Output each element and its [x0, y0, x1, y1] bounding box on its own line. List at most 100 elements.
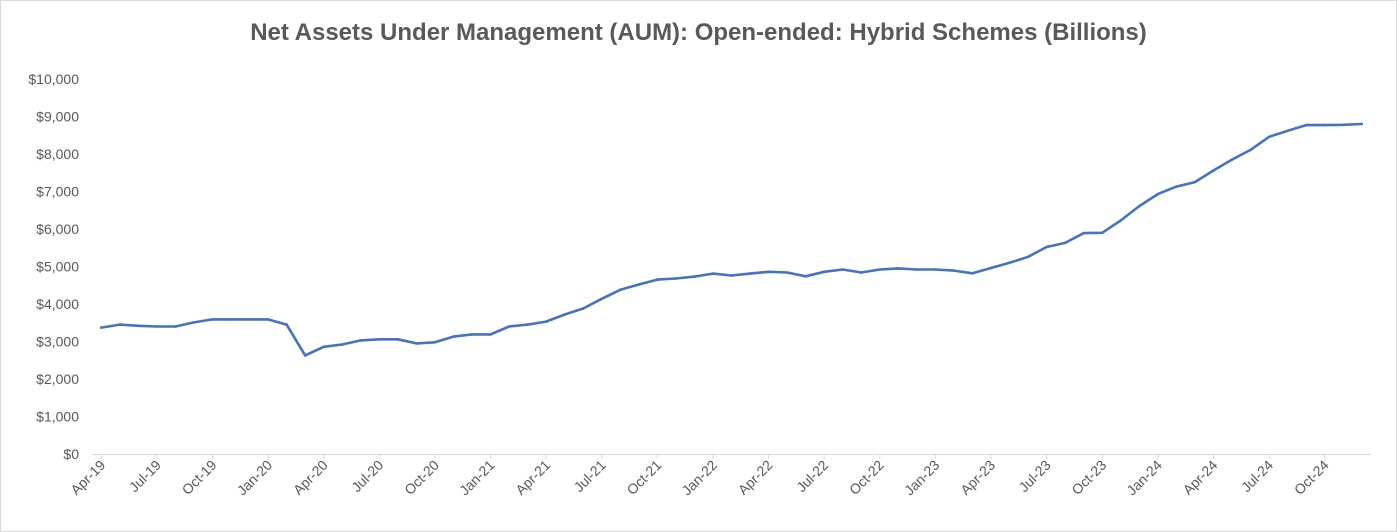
data-point: [1100, 231, 1104, 235]
data-point: [1175, 185, 1178, 188]
data-point: [952, 269, 956, 272]
data-point: [1008, 261, 1011, 265]
data-point: [1267, 135, 1271, 139]
x-tick-label: Jan-21: [456, 457, 498, 499]
data-point: [711, 272, 715, 275]
data-point: [1360, 122, 1363, 126]
data-point: [860, 271, 863, 274]
data-point: [730, 274, 733, 277]
data-point: [1026, 255, 1030, 259]
data-point: [489, 333, 492, 336]
y-tick-label: $8,000: [36, 146, 79, 162]
data-point: [563, 313, 566, 316]
data-point: [322, 345, 326, 349]
data-point: [1063, 241, 1067, 245]
data-point: [1156, 192, 1160, 196]
data-point: [396, 338, 400, 341]
data-point: [1341, 123, 1345, 127]
data-point: [1045, 245, 1048, 249]
data-point: [211, 318, 214, 321]
data-point: [1193, 180, 1197, 184]
x-tick-label: Oct-24: [1291, 457, 1332, 498]
data-point: [378, 338, 381, 341]
data-point: [1286, 129, 1289, 133]
data-point: [581, 307, 585, 310]
data-point: [303, 354, 307, 357]
x-tick-label: Jul-24: [1238, 457, 1276, 495]
data-point: [656, 278, 659, 281]
x-tick-label: Jul-22: [793, 457, 831, 495]
data-point: [748, 272, 752, 275]
data-point: [1082, 231, 1085, 235]
data-point: [841, 268, 844, 271]
data-point: [452, 335, 455, 338]
x-tick-label: Apr-22: [735, 457, 776, 498]
x-tick-label: Oct-21: [623, 457, 664, 498]
x-tick-label: Oct-22: [846, 457, 887, 498]
x-tick-label: Jan-24: [1123, 457, 1165, 499]
data-point: [767, 270, 770, 274]
data-point: [137, 324, 140, 328]
x-tick-label: Apr-23: [957, 457, 998, 498]
y-tick-label: $1,000: [36, 409, 79, 425]
data-point: [470, 333, 474, 336]
data-point: [971, 272, 974, 275]
data-point: [822, 270, 826, 274]
data-point: [674, 277, 678, 280]
data-point: [100, 326, 103, 329]
data-point: [804, 275, 807, 278]
data-point: [693, 275, 696, 278]
y-tick-label: $4,000: [36, 296, 79, 312]
x-tick-label: Oct-23: [1068, 457, 1109, 498]
y-tick-label: $9,000: [36, 109, 79, 125]
y-axis: $0 $1,000 $2,000 $3,000 $4,000 $5,000 $6,000 $7…: [28, 71, 79, 462]
data-point: [637, 283, 641, 286]
data-point: [433, 341, 437, 344]
data-point: [934, 268, 937, 271]
y-tick-label: $6,000: [36, 221, 79, 237]
y-tick-label: $7,000: [36, 184, 79, 200]
data-point: [192, 321, 196, 324]
x-tick-label: Apr-24: [1180, 457, 1221, 498]
data-point: [229, 318, 233, 321]
x-tick-label: Oct-20: [401, 457, 442, 498]
data-point: [415, 342, 418, 345]
data-point: [174, 325, 177, 328]
data-point: [118, 323, 122, 326]
x-tick-label: Apr-20: [290, 457, 331, 498]
x-tick-label: Jan-22: [678, 457, 720, 499]
x-axis: Apr-19 Jul-19 Oct-19 Jan-20 Apr-20 Jul-20 Oct-…: [67, 454, 1371, 498]
y-tick-label: $2,000: [36, 371, 79, 387]
data-point: [1119, 219, 1123, 222]
data-point: [285, 323, 288, 326]
data-point: [266, 318, 270, 321]
data-point: [600, 297, 603, 301]
data-point: [785, 271, 789, 274]
data-point: [1212, 169, 1215, 172]
data-point: [619, 288, 622, 292]
data-point: [878, 268, 882, 271]
x-tick-label: Jul-23: [1015, 457, 1053, 495]
data-point: [155, 325, 159, 328]
y-tick-label: $10,000: [28, 71, 79, 87]
x-tick-label: Apr-19: [67, 457, 108, 498]
x-tick-label: Oct-19: [179, 457, 220, 498]
data-point: [248, 318, 251, 321]
x-tick-label: Jan-23: [901, 457, 943, 499]
data-point: [1304, 123, 1308, 127]
x-tick-label: Jul-21: [571, 457, 609, 495]
y-tick-label: $0: [63, 446, 79, 462]
series-line: [100, 122, 1363, 357]
data-point: [897, 267, 900, 270]
y-tick-label: $5,000: [36, 259, 79, 275]
x-tick-label: Jan-20: [234, 457, 276, 499]
data-point: [1138, 204, 1141, 208]
data-point: [359, 339, 363, 342]
x-tick-label: Apr-21: [512, 457, 553, 498]
data-point: [507, 325, 511, 328]
data-point: [526, 323, 529, 326]
x-tick-label: Jul-19: [126, 457, 164, 495]
data-point: [1249, 148, 1252, 152]
